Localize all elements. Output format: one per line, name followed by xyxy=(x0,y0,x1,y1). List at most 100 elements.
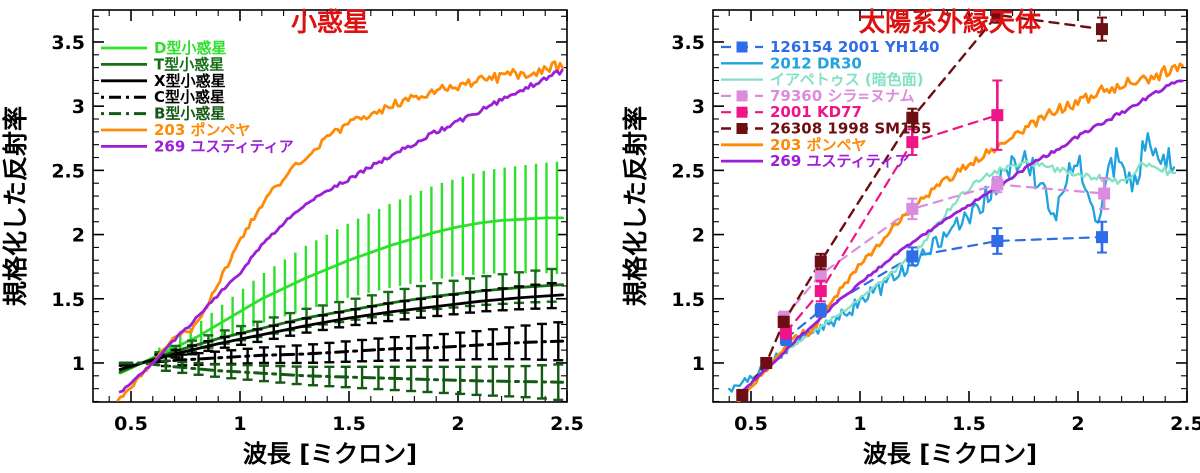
plot-frame xyxy=(712,9,1188,403)
x-tick-label: 2 xyxy=(451,413,464,435)
data-point-square xyxy=(814,255,827,268)
x-tick-label: 2.5 xyxy=(550,413,584,435)
data-point-square xyxy=(991,10,1004,22)
legend-item-yh140: 126154 2001 YH140 xyxy=(721,38,940,56)
legend-item-sm165: 26308 1998 SM165 xyxy=(721,120,931,138)
legend-marker-square xyxy=(736,41,748,53)
x-axis-label: 波長 [ミクロン] xyxy=(243,440,417,468)
legend-item-justitia: 269 ユスティティア xyxy=(721,152,910,170)
data-point-square xyxy=(736,389,749,402)
y-tick-label: 3 xyxy=(692,96,705,118)
legend-label: 2001 KD77 xyxy=(770,103,862,121)
series-line-justitia xyxy=(738,79,1184,394)
y-tick-label: 2 xyxy=(72,225,85,247)
legend-marker-square xyxy=(736,90,748,102)
legend-item-pompeja: 203 ポンペヤ xyxy=(721,136,867,154)
legend-label: B型小惑星 xyxy=(154,105,225,123)
data-point-square xyxy=(814,304,827,317)
x-tick-label: 1 xyxy=(853,413,866,435)
data-point-square xyxy=(814,285,827,298)
legend-label: 2012 DR30 xyxy=(770,54,862,72)
data-point-square xyxy=(760,356,773,369)
x-axis-label: 波長 [ミクロン] xyxy=(863,440,1037,468)
y-tick-label: 2.5 xyxy=(671,160,705,182)
legend-label: 203 ポンペヤ xyxy=(154,121,251,139)
series-markers-sila-nunam xyxy=(777,175,1111,326)
data-point-square xyxy=(991,109,1004,122)
data-point-square xyxy=(1095,231,1108,244)
plot-area xyxy=(728,10,1184,402)
series-line-iapetus-dark xyxy=(760,160,1177,371)
y-axis-label: 規格化した反射率 xyxy=(1,106,30,306)
data-point-square xyxy=(814,268,827,281)
data-point-square xyxy=(991,234,1004,247)
legend-item-justitia: 269 ユスティティア xyxy=(101,137,294,155)
data-point-square xyxy=(779,326,792,339)
legend-item-b-type: B型小惑星 xyxy=(101,105,225,123)
panel-asteroids: 0.5 1 1.5 2 2.5 1 1.5 2 2.5 3 3.5 波長 [ミクロン] 規格化した反射率… xyxy=(1,8,584,468)
x-tick-label: 2 xyxy=(1071,413,1084,435)
y-tick-label: 1 xyxy=(692,353,705,375)
y-tick-label: 1.5 xyxy=(671,289,705,311)
legend-label: 269 ユスティティア xyxy=(154,137,294,155)
data-point-square xyxy=(906,250,919,263)
legend-marker-square xyxy=(736,106,748,118)
legend-item-iapetus-dark: イアペトゥス (暗色面) xyxy=(721,71,924,89)
legend-marker-square xyxy=(736,123,748,134)
plot-area xyxy=(116,60,565,402)
x-tick-label: 1 xyxy=(233,413,246,435)
x-tick-label: 0.5 xyxy=(734,413,768,435)
legend-item-t-type: T型小惑星 xyxy=(101,55,224,73)
legend-label: 79360 シラ=ヌナム xyxy=(770,87,915,105)
legend-label: 26308 1998 SM165 xyxy=(770,120,931,138)
series-line-kd77 xyxy=(784,114,999,334)
legend-item-d-type: D型小惑星 xyxy=(101,39,226,57)
data-point-square xyxy=(1098,187,1111,200)
y-tick-label: 2.5 xyxy=(51,160,85,182)
panel-title: 小惑星 xyxy=(291,8,369,38)
panel-tnos: 0.5 1 1.5 2 2.5 1 1.5 2 2.5 3 3.5 波長 [ミクロン] 規格化した反射率… xyxy=(621,7,1200,468)
series-markers-yh140 xyxy=(779,220,1108,346)
panel-title: 太陽系外縁天体 xyxy=(859,7,1042,38)
legend-label: D型小惑星 xyxy=(154,39,226,57)
data-point-square xyxy=(991,178,1004,191)
legend-item-c-type: C型小惑星 xyxy=(101,88,225,106)
legend-item-x-type: X型小惑星 xyxy=(101,72,226,90)
legend-label: 269 ユスティティア xyxy=(770,152,910,170)
legend-label: X型小惑星 xyxy=(154,72,226,90)
error-comb-b-type xyxy=(160,359,564,402)
x-tick-label: 1.5 xyxy=(952,413,986,435)
series-line-justitia xyxy=(118,68,564,394)
y-axis-label: 規格化した反射率 xyxy=(621,106,650,306)
legend-label: T型小惑星 xyxy=(154,55,224,73)
series-markers-kd77 xyxy=(779,79,1004,340)
series-line-pompeja xyxy=(116,60,564,402)
data-point-square xyxy=(777,315,790,328)
series-line-pompeja xyxy=(736,62,1184,402)
plot-frame xyxy=(92,9,568,403)
y-tick-label: 3.5 xyxy=(51,32,85,54)
series-markers-sm165 xyxy=(736,10,1108,402)
y-tick-label: 3.5 xyxy=(671,32,705,54)
data-point-square xyxy=(906,136,919,149)
y-tick-label: 2 xyxy=(692,225,705,247)
legend-item-dr30: 2012 DR30 xyxy=(721,54,862,72)
y-tick-label: 1.5 xyxy=(51,289,85,311)
y-tick-label: 1 xyxy=(72,353,85,375)
legend-item-kd77: 2001 KD77 xyxy=(721,103,862,121)
x-tick-label: 0.5 xyxy=(114,413,148,435)
data-point-square xyxy=(1095,23,1108,36)
legend-label: 126154 2001 YH140 xyxy=(770,38,940,56)
series-line-b-type xyxy=(118,361,565,384)
legend-label: C型小惑星 xyxy=(154,88,225,106)
series-line-dr30 xyxy=(728,132,1176,393)
x-tick-label: 2.5 xyxy=(1170,413,1200,435)
axis-ticks xyxy=(93,10,568,403)
error-comb-d-type xyxy=(158,161,559,362)
legend-item-pompeja: 203 ポンペヤ xyxy=(101,121,251,139)
data-point-square xyxy=(906,111,919,124)
